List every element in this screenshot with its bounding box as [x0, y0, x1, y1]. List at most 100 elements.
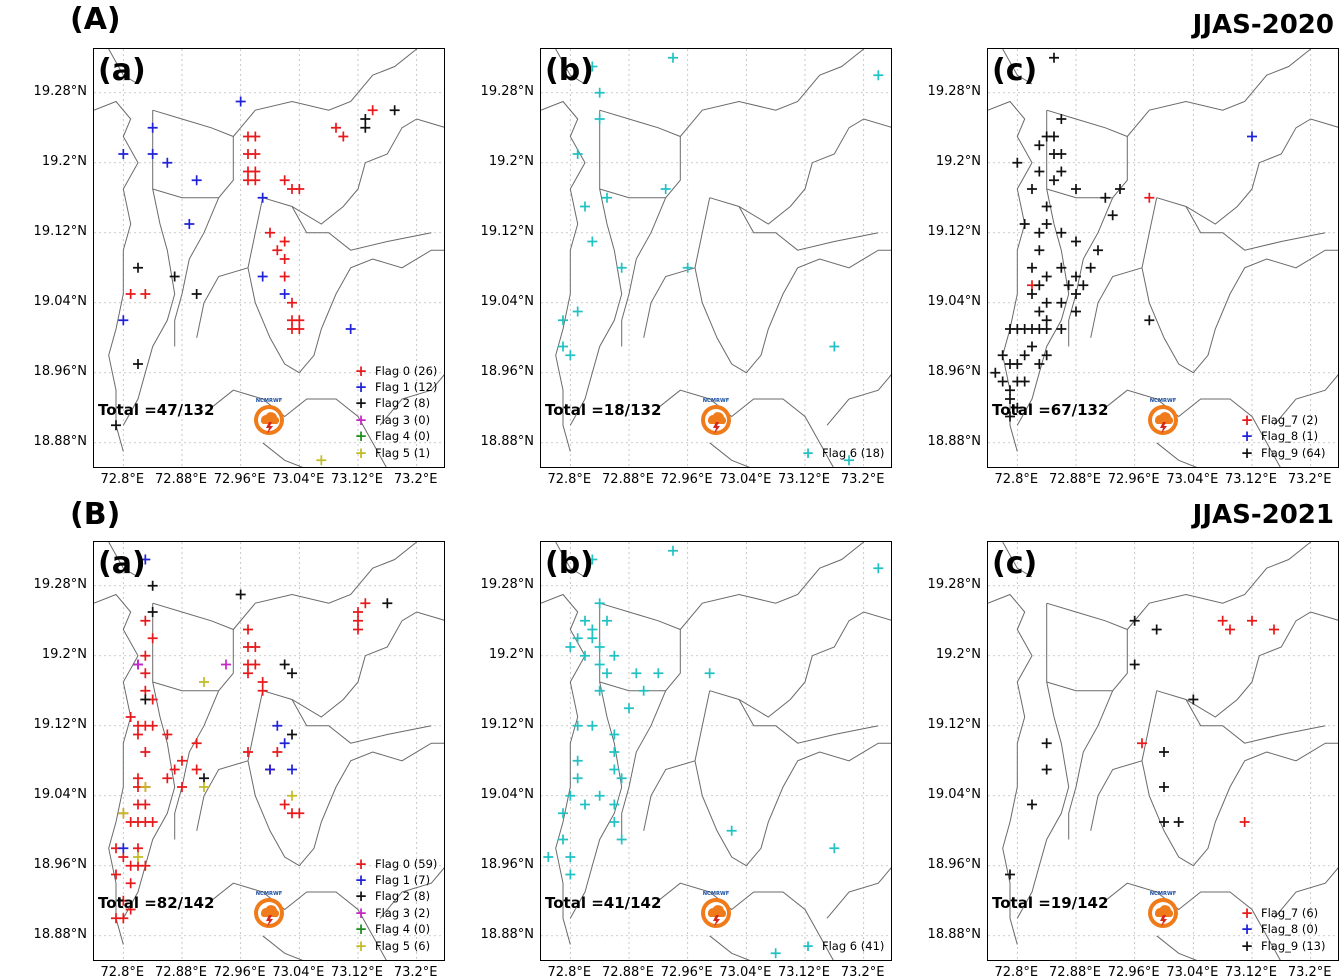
- station-marker: [279, 236, 290, 247]
- station-marker: [162, 773, 173, 784]
- lat-tick-label: 19.28°N: [480, 83, 534, 99]
- season-title-2020: JJAS-2020: [1192, 10, 1334, 40]
- station-marker: [1041, 297, 1052, 308]
- station-marker: [221, 659, 231, 670]
- total-count: Total =82/142: [98, 894, 215, 912]
- station-marker: [250, 166, 261, 177]
- lat-tick-label: 18.96°N: [33, 856, 87, 872]
- station-marker: [147, 607, 158, 617]
- lat-tick-label: 18.88°N: [927, 433, 981, 449]
- lat-tick-label: 19.28°N: [33, 576, 87, 592]
- station-marker: [111, 913, 121, 924]
- station-marker: [360, 114, 371, 124]
- station-marker: [587, 61, 598, 72]
- legend-text: Flag_7 (2): [1261, 412, 1319, 427]
- logo-emblem: NCMRWF: [701, 891, 731, 928]
- lon-tick-label: 73.04°E: [1166, 472, 1219, 487]
- station-marker: [118, 808, 129, 819]
- station-marker: [287, 297, 297, 308]
- station-marker: [1071, 289, 1081, 299]
- legend-marker-icon: +: [354, 443, 368, 462]
- station-marker: [1056, 227, 1067, 238]
- legend: + Flag_7 (6) + Flag_8 (0) + Flag_9 (13): [1236, 904, 1326, 954]
- station-marker: [602, 192, 612, 203]
- lat-tick-label: 19.28°N: [927, 83, 981, 99]
- station-marker: [609, 799, 620, 810]
- coastline: [210, 389, 387, 467]
- station-marker: [316, 455, 327, 466]
- lat-tick-label: 19.2°N: [41, 153, 87, 169]
- panel-label: (a): [98, 546, 146, 581]
- legend-marker-icon: +: [1240, 410, 1254, 429]
- station-marker: [184, 219, 195, 229]
- station-marker: [1041, 271, 1052, 282]
- panel-label: (b): [545, 53, 594, 88]
- lat-tick-label: 19.2°N: [488, 153, 534, 169]
- station-marker: [829, 843, 840, 854]
- coastline: [679, 49, 865, 137]
- station-marker: [257, 677, 268, 687]
- legend-text: Flag_9 (64): [1261, 445, 1326, 460]
- lat-tick-label: 19.28°N: [927, 576, 981, 592]
- coastline: [1090, 760, 1143, 831]
- legend-text: Flag_9 (13): [1261, 938, 1326, 953]
- legend-item: + Flag_8 (1): [1236, 428, 1326, 445]
- lat-tick-label: 18.88°N: [480, 433, 534, 449]
- station-marker: [191, 764, 202, 775]
- station-marker: [140, 782, 151, 792]
- station-marker: [543, 852, 554, 862]
- panel-label: (a): [98, 53, 146, 88]
- station-marker: [844, 455, 854, 466]
- station-marker: [279, 799, 290, 810]
- station-marker: [140, 650, 151, 661]
- station-marker: [587, 236, 598, 247]
- legend-text: Flag 5 (6): [375, 938, 431, 953]
- station-marker: [140, 685, 151, 696]
- lat-tick-label: 19.04°N: [33, 786, 87, 802]
- station-marker: [118, 149, 129, 159]
- legend: + Flag 6 (41): [797, 937, 885, 954]
- coastline: [174, 690, 220, 840]
- station-marker: [1144, 315, 1155, 326]
- coastline: [643, 760, 696, 831]
- station-marker: [279, 254, 290, 264]
- station-marker: [147, 720, 158, 731]
- station-marker: [360, 122, 371, 133]
- lat-tick-label: 19.12°N: [33, 716, 87, 732]
- svg-text:NCMRWF: NCMRWF: [256, 398, 283, 404]
- station-marker: [338, 131, 349, 142]
- station-marker: [653, 668, 664, 679]
- station-marker: [272, 245, 283, 256]
- lat-tick-label: 19.04°N: [480, 293, 534, 309]
- station-marker: [133, 773, 143, 784]
- station-marker: [1034, 245, 1045, 256]
- station-marker: [1056, 324, 1067, 334]
- coastline: [262, 611, 444, 718]
- station-marker: [1034, 306, 1045, 317]
- station-marker: [1012, 359, 1023, 369]
- lat-tick-label: 18.96°N: [480, 363, 534, 379]
- legend-item: + Flag 0 (26): [350, 362, 438, 379]
- station-marker: [1144, 192, 1155, 203]
- coastline: [599, 109, 681, 199]
- coastline: [152, 109, 234, 199]
- lon-tick-label: 73.12°E: [1225, 472, 1277, 487]
- legend-text: Flag 0 (59): [375, 856, 438, 871]
- lat-tick-label: 19.28°N: [33, 83, 87, 99]
- station-marker: [257, 271, 268, 282]
- panel-label: (c): [992, 53, 1038, 88]
- legend-item: + Flag 1 (12): [350, 379, 438, 396]
- station-marker: [1027, 341, 1037, 352]
- lon-tick-label: 73.2°E: [840, 472, 885, 487]
- ncmrwf-logo: NCMRWF: [697, 394, 735, 438]
- station-marker: [594, 642, 605, 652]
- station-marker: [580, 799, 590, 810]
- station-marker: [558, 808, 568, 819]
- station-marker: [558, 315, 568, 326]
- lon-tick-label: 72.96°E: [660, 472, 713, 487]
- coastline: [210, 882, 387, 960]
- legend: + Flag 0 (59) + Flag 1 (7) + Flag 2 (8) + Flag …: [350, 855, 438, 954]
- coastline: [555, 49, 586, 85]
- station-marker: [1071, 306, 1081, 317]
- coastline: [1185, 206, 1326, 251]
